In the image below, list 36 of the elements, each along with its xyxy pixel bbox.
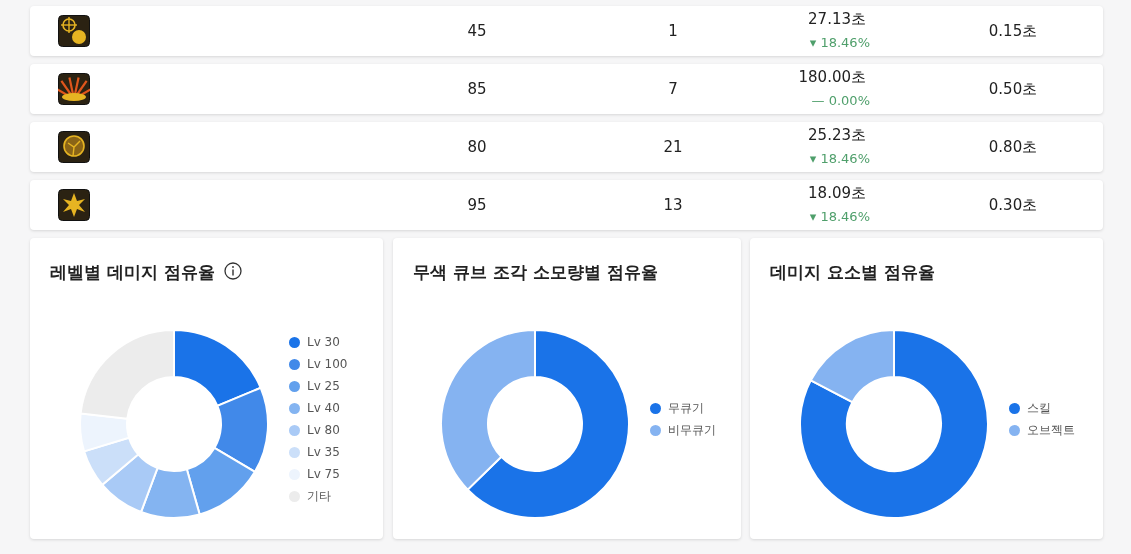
text: 13 xyxy=(663,196,683,214)
legend-label: 스킬 xyxy=(1027,399,1051,417)
chart-title: 레벨별 데미지 점유율 xyxy=(50,262,215,282)
donut-slice xyxy=(799,329,989,519)
text: ▾ 18.46% xyxy=(809,35,870,51)
legend-label: Lv 80 xyxy=(307,423,340,437)
text: — 0.00% xyxy=(811,93,870,109)
text: 27.13초 xyxy=(808,10,866,28)
text: 95 xyxy=(467,196,487,214)
legend-label: 무큐기 xyxy=(668,399,704,417)
legend-label: 오브젝트 xyxy=(1027,421,1075,439)
text: 85 xyxy=(467,80,487,98)
legend-label: Lv 75 xyxy=(307,467,340,481)
legend-label: Lv 40 xyxy=(307,401,340,415)
legend-label: Lv 30 xyxy=(307,335,340,349)
legend-label: 기타 xyxy=(307,487,331,505)
text: 0.15초 xyxy=(988,22,1038,40)
chart-title: 데미지 요소별 점유율 xyxy=(770,262,935,282)
text: 25.23초 xyxy=(808,126,866,144)
text: 0.50초 xyxy=(988,80,1038,98)
text: 18.09초 xyxy=(808,184,866,202)
text: ▾ 18.46% xyxy=(809,209,870,225)
chart-title: 무색 큐브 조각 소모량별 점유율 xyxy=(413,262,658,282)
legend-label: Lv 25 xyxy=(307,379,340,393)
text: ▾ 18.46% xyxy=(809,151,870,167)
legend-label: Lv 100 xyxy=(307,357,348,371)
text: 45 xyxy=(467,22,487,40)
text: 1 xyxy=(668,22,678,40)
text: 0.30초 xyxy=(988,196,1038,214)
text: 7 xyxy=(668,80,678,98)
legend-label: Lv 35 xyxy=(307,445,340,459)
text: 21 xyxy=(663,138,683,156)
legend-label: 비무큐기 xyxy=(668,421,716,439)
text: 0.80초 xyxy=(988,138,1038,156)
text: 180.00초 xyxy=(798,68,866,86)
text: 80 xyxy=(467,138,487,156)
